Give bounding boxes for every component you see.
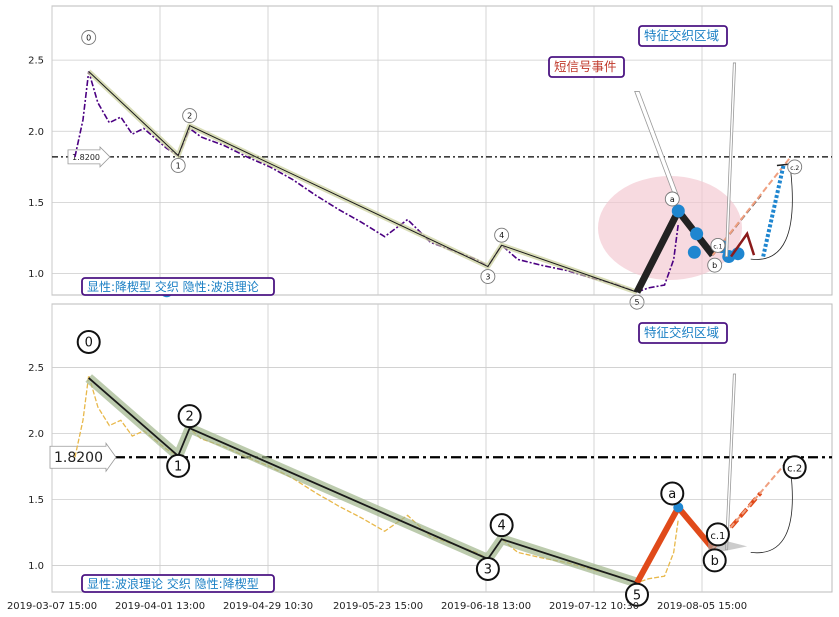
x-tick-label: 2019-03-07 15:00 — [7, 601, 97, 612]
x-tick-label: 2019-06-18 13:00 — [441, 601, 531, 612]
wave-label-circle — [81, 30, 97, 45]
price-line — [74, 375, 679, 584]
wave-label-circle — [480, 269, 496, 284]
wave-label-circle — [166, 453, 191, 478]
wave-label: b — [712, 261, 717, 270]
x-tick-label: 2019-04-01 13:00 — [115, 601, 205, 612]
wave-label: 1 — [174, 459, 182, 474]
signal-marker — [673, 502, 684, 513]
wave-line-impulse — [88, 71, 638, 293]
panel-bottom: 1.0 1.5 2.0 2.5 1.8200 0 1 2 3 4 5 a b c.1 c.2 特征交织区域显性… — [28, 303, 833, 607]
price-line — [74, 71, 680, 294]
wave-label: 4 — [499, 231, 504, 240]
y-tick-label: 2.5 — [28, 363, 44, 374]
annotation-box — [638, 25, 728, 47]
connector-curve — [750, 170, 793, 260]
y-tick-label: 1.0 — [28, 561, 44, 572]
pointer-arrow — [724, 62, 737, 257]
wave-label: 2 — [187, 112, 192, 121]
wave-label-circle — [76, 329, 101, 354]
annotation-text: 特征交织区域 — [644, 28, 719, 43]
x-tick-label: 2019-08-05 15:00 — [657, 601, 747, 612]
wave-label: c.2 — [790, 165, 799, 172]
wave-label-circle — [707, 257, 723, 273]
wave-label-circle — [177, 404, 202, 429]
wave-label: 0 — [86, 33, 91, 42]
y-tick-label: 1.0 — [28, 269, 44, 280]
wave-label: 0 — [85, 335, 93, 350]
legend-box — [81, 574, 275, 593]
threshold-arrow — [67, 145, 111, 168]
wave-label-circle — [660, 481, 685, 506]
wave-label: 2 — [186, 410, 194, 425]
signal-marker — [690, 227, 704, 241]
wave-label-circle — [664, 191, 680, 207]
threshold-label: 1.8200 — [54, 450, 103, 466]
wave-label-circle — [782, 455, 807, 480]
wave-label-circle — [494, 227, 510, 243]
wave-label-circle — [625, 582, 649, 607]
x-tick-label: 2019-04-29 10:30 — [223, 601, 313, 612]
wave-halo — [85, 374, 639, 588]
legend-box — [81, 277, 275, 296]
threshold-label: 1.8200 — [72, 153, 100, 162]
wave-label-circle — [489, 513, 514, 538]
wave-label-circle — [702, 548, 727, 573]
wave-label-circle — [170, 158, 186, 173]
wave-label-circle — [705, 522, 730, 547]
y-tick-label: 2.0 — [28, 127, 44, 138]
wave-label: 3 — [484, 562, 492, 577]
signal-marker — [687, 245, 701, 259]
annotation-text: 短信号事件 — [554, 59, 617, 74]
y-tick-label: 1.5 — [28, 198, 44, 209]
y-tick-label: 2.0 — [28, 429, 44, 440]
signal-marker — [671, 204, 685, 218]
wave-label-circle — [182, 108, 198, 124]
wave-label: 5 — [634, 298, 639, 307]
wave-label: b — [711, 554, 719, 569]
panel-top: 1.0 1.5 2.0 2.5 1.8200 0 1 2 3 4 5 a b c.1 c.2 特征交织区域短信… — [28, 5, 833, 310]
wave-label: c.2 — [787, 464, 802, 475]
annotation-text: 特征交织区域 — [644, 325, 719, 340]
wave-label: c.1 — [710, 531, 725, 542]
wave-label-circle — [710, 237, 726, 253]
x-tick-label: 2019-05-23 15:00 — [333, 601, 423, 612]
annotation-box — [638, 322, 728, 344]
wave-label-circle — [787, 159, 803, 175]
wave-label-circle — [629, 294, 645, 310]
blue-leg — [761, 163, 786, 257]
wave-label: a — [668, 487, 676, 502]
x-tick-label: 2019-07-12 10:30 — [549, 601, 639, 612]
wave-label: 4 — [498, 519, 506, 534]
wave-label: 3 — [485, 273, 490, 282]
wave-label: 5 — [633, 588, 641, 603]
wave-label: c.1 — [713, 243, 722, 250]
annotation-box — [548, 56, 625, 78]
threshold-arrow — [49, 441, 117, 473]
connector-curve — [750, 471, 793, 554]
spike-line — [730, 231, 756, 258]
wave-halo — [86, 69, 638, 295]
wave-label: 1 — [176, 161, 181, 170]
legend-text: 显性:波浪理论 交织 隐性:降楔型 — [87, 576, 259, 591]
y-tick-label: 1.5 — [28, 495, 44, 506]
wave-label-circle — [475, 556, 500, 581]
wave-line-impulse — [88, 377, 638, 584]
y-tick-label: 2.5 — [28, 56, 44, 67]
legend-text: 显性:降楔型 交织 隐性:波浪理论 — [87, 279, 259, 294]
wave-label: a — [670, 195, 675, 204]
